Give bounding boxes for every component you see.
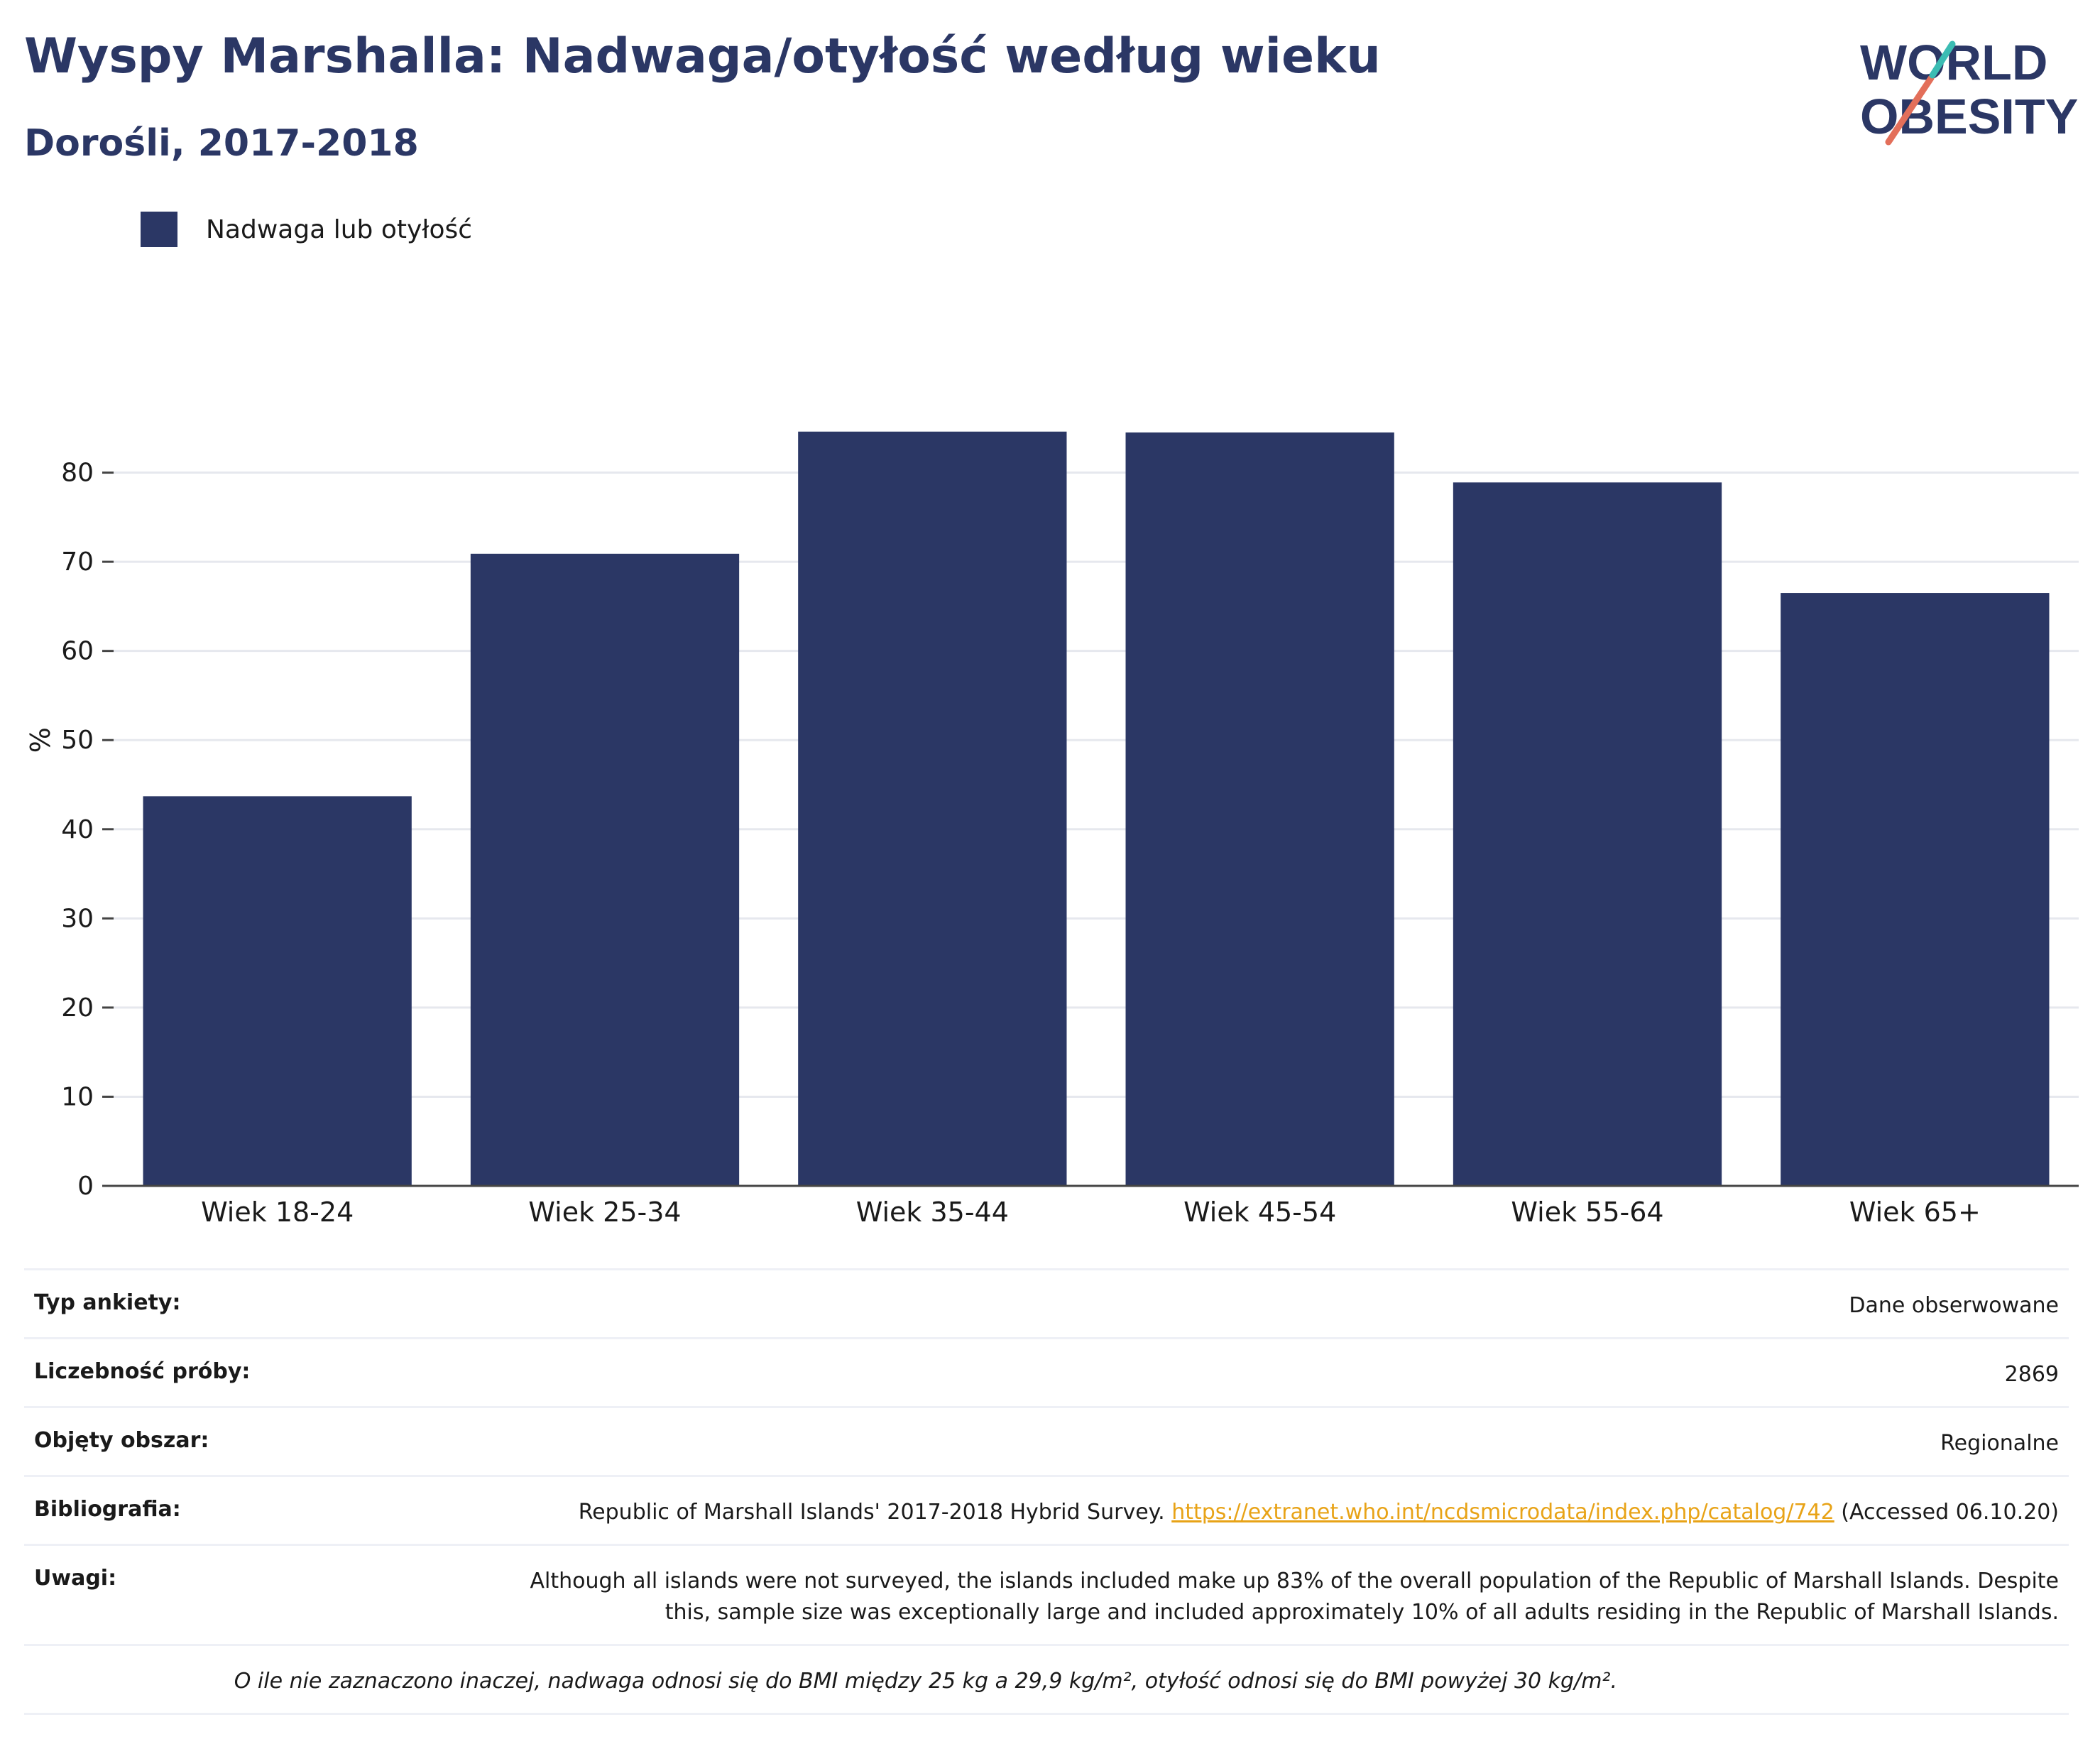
meta-key: Typ ankiety: [34, 1290, 181, 1315]
legend-label: Nadwaga lub otyłość [206, 214, 473, 244]
y-tick-label: 50 [61, 726, 94, 755]
y-tick-label: 60 [61, 637, 94, 666]
y-tick-label: 80 [61, 459, 94, 488]
chart-title: Wyspy Marshalla: Nadwaga/otyłość według … [24, 28, 1381, 85]
notes-value: Although all islands were not surveyed, … [530, 1569, 2059, 1625]
legend-swatch [141, 212, 177, 247]
bar [1781, 593, 2050, 1186]
meta-row-notes: Uwagi: Although all islands were not sur… [24, 1544, 2069, 1644]
logo-slash-red [1885, 75, 1935, 146]
meta-row-footnote: O ile nie zaznaczono inaczej, nadwaga od… [24, 1644, 2069, 1715]
meta-row-bibliography: Bibliografia: Republic of Marshall Islan… [24, 1475, 2069, 1544]
bar [1125, 432, 1394, 1186]
meta-value: Dane obserwowane [1849, 1293, 2059, 1318]
meta-key: Liczebność próby: [34, 1359, 251, 1384]
footnote: O ile nie zaznaczono inaczej, nadwaga od… [234, 1669, 1617, 1694]
y-tick-label: 30 [61, 904, 94, 933]
bibliography-value: Republic of Marshall Islands' 2017-2018 … [579, 1497, 2059, 1528]
y-axis-label: % [25, 727, 56, 753]
legend[interactable]: Nadwaga lub otyłość [141, 212, 472, 247]
logo-slash-teal [1929, 40, 1956, 79]
bar-chart: 0 10 20 30 40 50 60 70 80% Wiek 18-24 Wiek 25-34 Wi… [25, 431, 2079, 1221]
meta-key: Uwagi: [34, 1566, 117, 1591]
bar [1453, 482, 1722, 1186]
bibliography-accessed: (Accessed 06.10.20) [1834, 1500, 2059, 1525]
y-tick-label: 40 [61, 815, 94, 844]
meta-key: Objęty obszar: [34, 1428, 209, 1453]
bibliography-text: Republic of Marshall Islands' 2017-2018 … [578, 1500, 1172, 1525]
meta-row-sample-size: Liczebność próby: 2869 [24, 1337, 2069, 1406]
y-tick-label: 20 [61, 993, 94, 1023]
chart-subtitle: Dorośli, 2017-2018 [24, 122, 419, 165]
x-tick-label: Wiek 18-24 [201, 1197, 354, 1221]
bar [798, 431, 1067, 1186]
x-tick-label: Wiek 65+ [1849, 1197, 1981, 1221]
x-tick-label: Wiek 45-54 [1183, 1197, 1336, 1221]
bar [143, 796, 412, 1186]
world-obesity-logo: WORLD OBESITY [1860, 35, 2078, 146]
meta-value: 2869 [2004, 1362, 2059, 1387]
meta-row-survey-type: Typ ankiety: Dane obserwowane [24, 1268, 2069, 1337]
meta-key: Bibliografia: [34, 1497, 181, 1522]
x-tick-label: Wiek 35-44 [856, 1197, 1009, 1221]
meta-row-area: Objęty obszar: Regionalne [24, 1406, 2069, 1475]
y-tick-label: 0 [77, 1172, 94, 1201]
y-tick-label: 70 [61, 547, 94, 577]
metadata-table: Typ ankiety: Dane obserwowane Liczebność… [24, 1268, 2069, 1715]
meta-value: Regionalne [1940, 1431, 2059, 1456]
y-tick-label: 10 [61, 1082, 94, 1111]
bibliography-link[interactable]: https://extranet.who.int/ncdsmicrodata/i… [1171, 1500, 1834, 1525]
bar [470, 553, 740, 1186]
x-tick-label: Wiek 25-34 [528, 1197, 681, 1221]
x-tick-label: Wiek 55-64 [1511, 1197, 1663, 1221]
